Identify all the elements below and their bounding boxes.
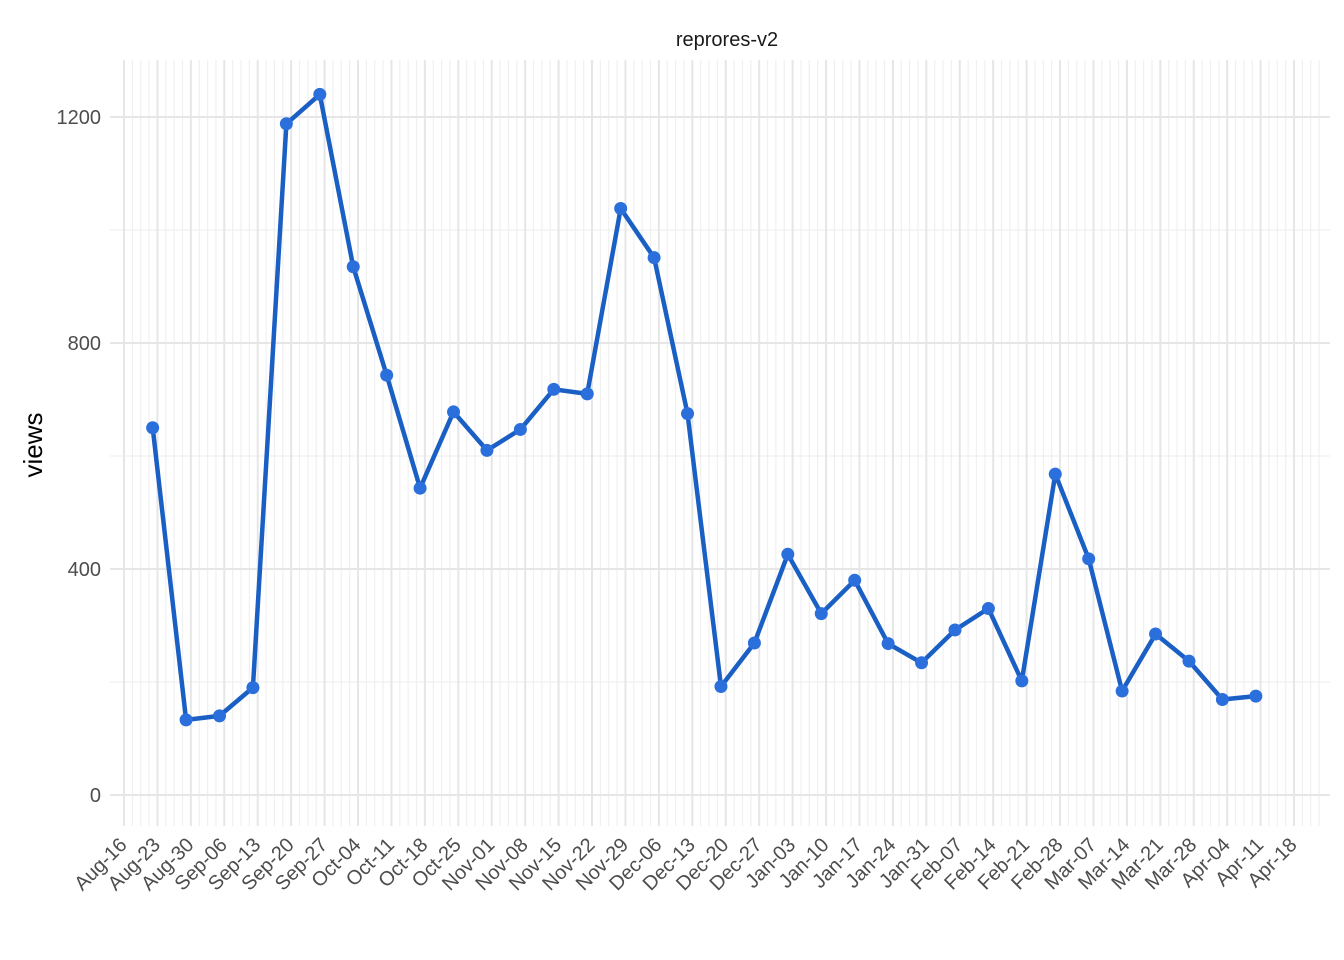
data-point [948,623,962,637]
data-point [747,636,761,650]
data-point [346,260,360,274]
data-point [714,680,728,694]
data-point [781,547,795,561]
data-point [213,709,227,723]
y-tick-label: 800 [68,333,101,355]
data-point [413,481,427,495]
data-point [246,681,260,695]
minor-gridlines [110,60,1330,826]
data-point [1015,674,1029,688]
data-point [447,405,461,419]
data-point [547,382,561,396]
data-point [1048,467,1062,481]
data-point [848,573,862,587]
x-axis-ticks: Aug-16Aug-23Aug-30Sep-06Sep-13Sep-20Sep-… [70,834,1301,895]
data-point [647,251,661,265]
y-tick-label: 1200 [57,107,102,129]
data-point [1082,552,1096,566]
data-point [1182,654,1196,668]
data-point [380,368,394,382]
data-point [580,387,594,401]
data-point [179,713,193,727]
data-point [1249,689,1263,703]
data-point [1115,684,1129,698]
data-point [480,443,494,457]
data-point [1149,627,1163,641]
data-point [513,422,527,436]
chart-title: reprores-v2 [676,29,778,51]
series-views [146,87,1263,727]
major-gridlines [110,60,1330,826]
y-tick-label: 0 [90,785,101,807]
data-point [881,637,895,651]
data-point [915,656,929,670]
y-axis-label: views [18,412,48,477]
data-point [313,87,327,101]
data-point [614,202,628,216]
data-point [279,117,293,131]
y-axis-ticks: 0 400 800 1200 [57,107,102,807]
data-point [814,607,828,621]
data-point [1215,693,1229,707]
data-point [981,602,995,616]
data-point [146,421,160,435]
y-tick-label: 400 [68,559,101,581]
series-line [150,92,1259,723]
data-point [681,407,695,421]
